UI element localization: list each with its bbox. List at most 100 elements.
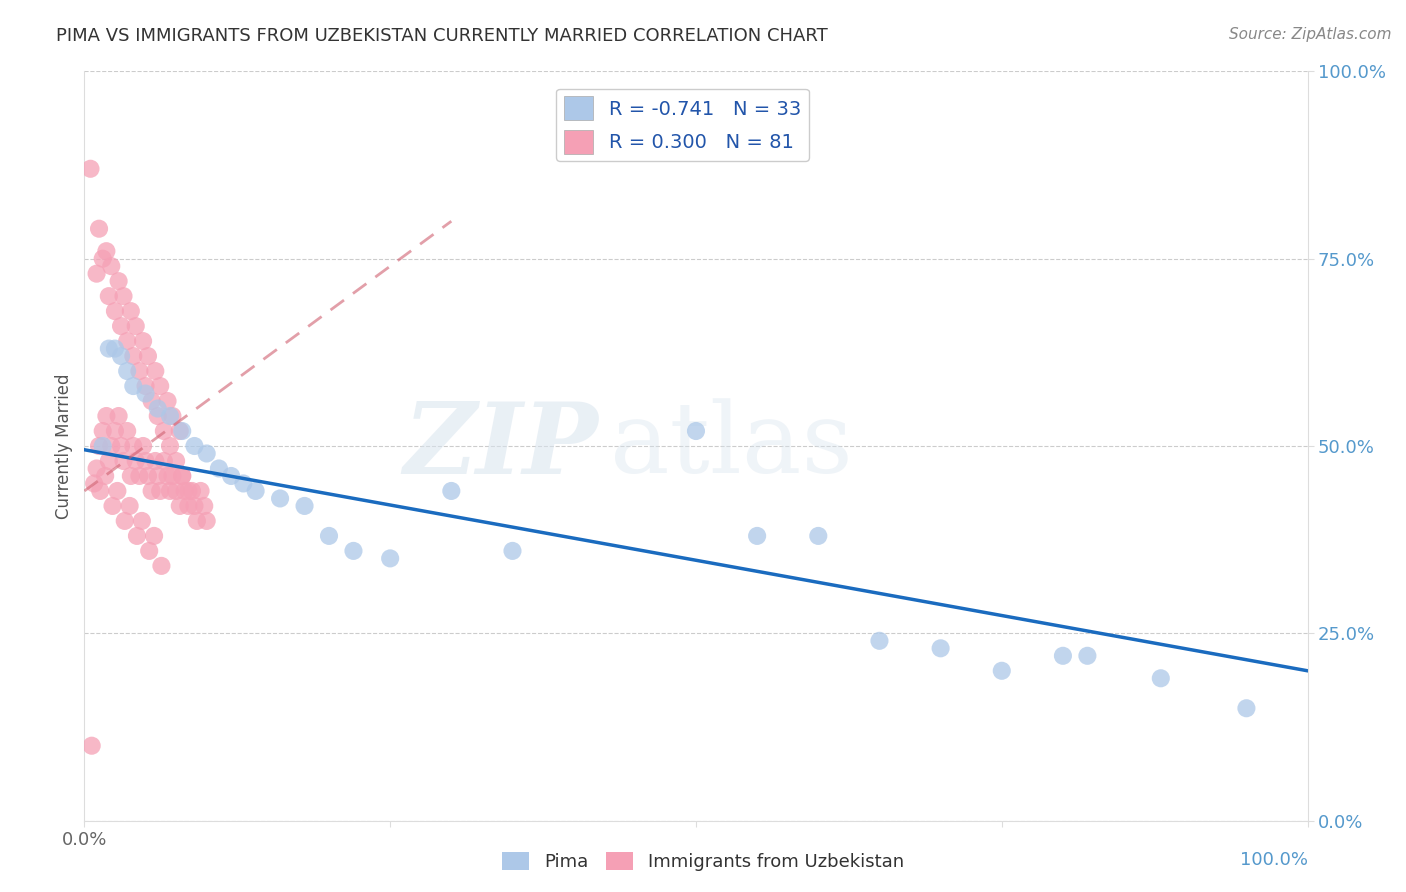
Point [125,529,148,543]
Point [991,664,1014,678]
Point [150,558,173,573]
Point [97,454,120,468]
Point [96,244,118,259]
Point [169,424,191,438]
Point [159,439,181,453]
Point [97,342,120,356]
Point [269,491,291,506]
Point [122,379,145,393]
Point [87,221,110,235]
Point [110,439,132,453]
Point [156,469,179,483]
Point [118,499,141,513]
Point [89,483,111,498]
Point [159,483,181,498]
Point [172,424,194,438]
Point [186,514,208,528]
Point [110,319,132,334]
Point [232,476,254,491]
Point [193,499,215,513]
Point [747,529,769,543]
Point [685,424,707,438]
Point [91,439,114,453]
Point [112,289,135,303]
Point [138,544,160,558]
Point [141,394,163,409]
Point [136,469,159,483]
Point [107,274,129,288]
Point [132,439,155,453]
Point [165,483,187,498]
Point [120,469,142,483]
Point [100,259,122,273]
Point [245,483,267,498]
Point [807,529,830,543]
Point [143,364,166,378]
Point [128,364,150,378]
Point [195,446,218,460]
Point [156,394,179,409]
Point [105,483,128,498]
Text: 100.0%: 100.0% [1240,851,1308,869]
Y-axis label: Currently Married: Currently Married [55,373,73,519]
Point [100,439,122,453]
Point [115,334,138,348]
Point [132,334,155,348]
Point [97,289,120,303]
Point [177,499,200,513]
Point [162,469,184,483]
Point [120,304,142,318]
Point [125,454,148,468]
Point [177,483,200,498]
Point [153,454,176,468]
Point [86,461,108,475]
Point [440,483,463,498]
Point [143,529,166,543]
Point [136,349,159,363]
Point [91,424,114,438]
Point [101,499,124,513]
Point [91,252,114,266]
Point [219,469,242,483]
Point [190,483,212,498]
Point [146,409,169,423]
Point [110,349,132,363]
Point [1076,648,1098,663]
Point [380,551,402,566]
Point [342,544,364,558]
Point [104,342,127,356]
Point [125,319,148,334]
Point [80,739,103,753]
Point [96,409,118,423]
Point [159,409,181,423]
Point [122,349,145,363]
Point [183,499,205,513]
Point [1052,648,1074,663]
Point [502,544,524,558]
Legend: R = -0.741   N = 33, R = 0.300   N = 81: R = -0.741 N = 33, R = 0.300 N = 81 [555,88,808,161]
Point [181,483,204,498]
Point [115,364,138,378]
Text: ZIP: ZIP [404,398,598,494]
Point [172,469,194,483]
Legend: Pima, Immigrants from Uzbekistan: Pima, Immigrants from Uzbekistan [495,845,911,879]
Point [929,641,952,656]
Point [112,454,135,468]
Point [153,424,176,438]
Point [318,529,340,543]
Point [173,483,195,498]
Point [146,401,169,416]
Point [208,461,231,475]
Point [104,424,127,438]
Point [83,476,105,491]
Point [294,499,316,513]
Point [146,469,169,483]
Point [122,439,145,453]
Point [183,439,205,453]
Point [128,469,150,483]
Point [104,304,127,318]
Point [87,439,110,453]
Point [107,409,129,423]
Point [135,379,157,393]
Point [94,469,117,483]
